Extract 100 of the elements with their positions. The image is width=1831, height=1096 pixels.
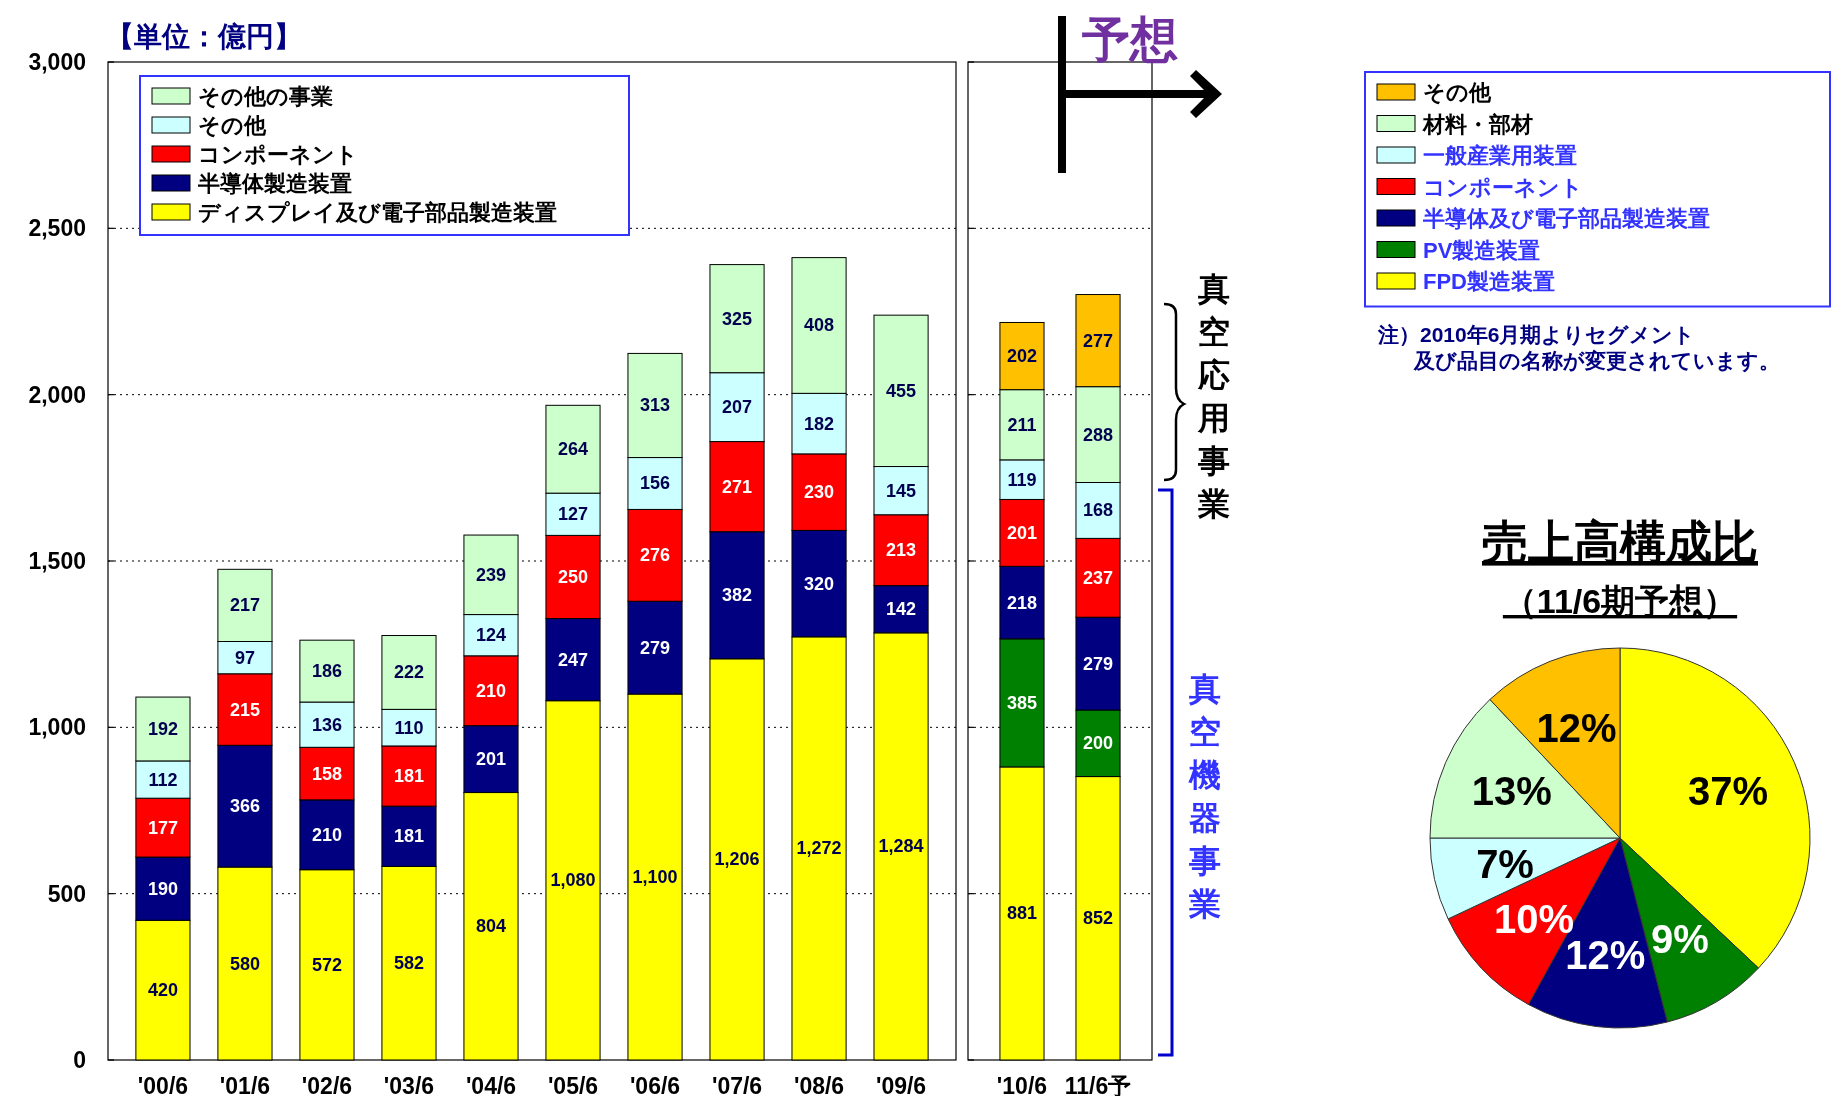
x-tick-label: '01/6: [219, 1073, 271, 1096]
x-tick-label: '07/6: [711, 1073, 763, 1096]
chart-title: 売上高構成比: [1482, 516, 1758, 568]
data-label: 325: [722, 308, 753, 329]
data-label: 186: [311, 661, 342, 682]
data-label: 112: [148, 769, 178, 790]
x-tick-label: '09/6: [875, 1073, 927, 1096]
data-label: 222: [393, 662, 425, 683]
data-label: 156: [639, 473, 671, 494]
text: 【単位：億円】: [106, 21, 302, 52]
data-label: 9%: [1651, 917, 1709, 962]
data-label: 366: [229, 796, 260, 817]
legend-label: コンポーネント: [1423, 174, 1583, 200]
data-label: 1,100: [632, 867, 678, 888]
data-label: 320: [804, 573, 835, 594]
data-label: 271: [722, 476, 753, 497]
x-tick-label: '08/6: [793, 1073, 845, 1096]
data-label: 264: [557, 439, 589, 460]
data-label: 580: [229, 953, 260, 974]
legend-label: 半導体及び電子部品製造装置: [1422, 206, 1710, 231]
data-label: 217: [229, 595, 260, 616]
data-label: 852: [1082, 908, 1114, 929]
data-label: 37%: [1688, 769, 1769, 814]
data-label: 218: [1006, 592, 1038, 613]
x-tick-label: '10/6: [996, 1073, 1048, 1096]
data-label: 210: [311, 824, 342, 845]
legend-label: 材料・部材: [1422, 111, 1533, 137]
y-tick-label: 0: [73, 1047, 86, 1073]
data-label: 201: [1006, 522, 1038, 543]
data-label: 142: [886, 599, 917, 620]
data-label: 97: [234, 647, 255, 668]
data-label: 247: [557, 649, 589, 670]
data-label: 119: [1007, 469, 1037, 490]
data-label: 181: [393, 766, 425, 787]
data-label: 1,206: [714, 849, 760, 870]
data-label: 313: [639, 395, 671, 416]
y-tick-label: 3,000: [28, 49, 86, 75]
data-label: 420: [147, 980, 178, 1001]
data-label: 804: [475, 916, 507, 937]
data-label: 572: [311, 954, 342, 975]
y-tick-label: 1,500: [28, 548, 86, 574]
data-label: 1,284: [878, 836, 924, 857]
data-label: 202: [1006, 346, 1038, 367]
legend-label: コンポーネント: [198, 142, 358, 167]
data-label: 124: [475, 625, 507, 646]
legend-label: FPD製造装置: [1423, 269, 1555, 294]
data-label: 192: [147, 719, 178, 739]
legend-label: ディスプレイ及び電子部品製造装置: [198, 200, 557, 225]
annotation: 予想: [1081, 13, 1178, 66]
data-label: 213: [886, 540, 917, 561]
data-label: 385: [1006, 692, 1038, 713]
data-label: 145: [886, 480, 917, 501]
data-label: 276: [639, 545, 671, 566]
x-tick-label: '05/6: [547, 1073, 599, 1096]
chart-subtitle: （11/6期予想）: [1502, 582, 1738, 620]
legend-label: その他の事業: [198, 84, 333, 109]
data-label: 215: [229, 699, 260, 720]
x-tick-label: '00/6: [137, 1073, 189, 1096]
data-label: 408: [804, 315, 835, 336]
data-label: 239: [475, 564, 507, 585]
data-label: 181: [393, 826, 425, 847]
data-label: 136: [311, 714, 342, 735]
text: 及び品目の名称が変更されています。: [1413, 349, 1780, 373]
data-label: 1,080: [550, 870, 596, 891]
data-label: 168: [1082, 500, 1114, 521]
data-label: 230: [804, 482, 835, 503]
x-tick-label: '02/6: [301, 1073, 353, 1096]
x-tick-label: '03/6: [383, 1073, 435, 1096]
data-label: 288: [1082, 424, 1114, 445]
data-label: 177: [147, 817, 178, 838]
data-label: 200: [1082, 733, 1114, 754]
legend-label: PV製造装置: [1423, 237, 1541, 263]
y-tick-label: 2,000: [28, 381, 86, 408]
data-label: 7%: [1476, 841, 1534, 886]
data-label: 1,272: [796, 838, 842, 859]
data-label: 211: [1007, 414, 1037, 435]
data-label: 250: [557, 566, 589, 587]
legend-label: その他: [1423, 80, 1492, 105]
data-label: 237: [1082, 567, 1114, 588]
data-label: 190: [147, 878, 178, 899]
y-tick-label: 1,000: [28, 714, 86, 741]
text: 注）2010年6月期よりセグメント: [1377, 323, 1696, 346]
text: 真空応用事業: [1197, 271, 1230, 522]
x-tick-label: '04/6: [465, 1073, 517, 1096]
x-tick-label: '06/6: [629, 1073, 681, 1096]
text: 真空機器事業: [1188, 671, 1221, 922]
data-label: 582: [393, 953, 425, 974]
data-label: 881: [1006, 903, 1038, 924]
data-label: 279: [639, 637, 671, 658]
data-label: 207: [722, 397, 753, 418]
data-label: 127: [557, 504, 589, 525]
legend-label: 一般産業用装置: [1423, 143, 1577, 168]
data-label: 382: [722, 585, 753, 606]
data-label: 110: [394, 717, 424, 738]
data-label: 13%: [1471, 769, 1552, 814]
legend-label: 半導体製造装置: [197, 171, 352, 196]
y-tick-label: 500: [47, 880, 86, 907]
y-tick-label: 2,500: [28, 215, 86, 242]
data-label: 158: [311, 763, 342, 784]
data-label: 12%: [1536, 706, 1617, 751]
